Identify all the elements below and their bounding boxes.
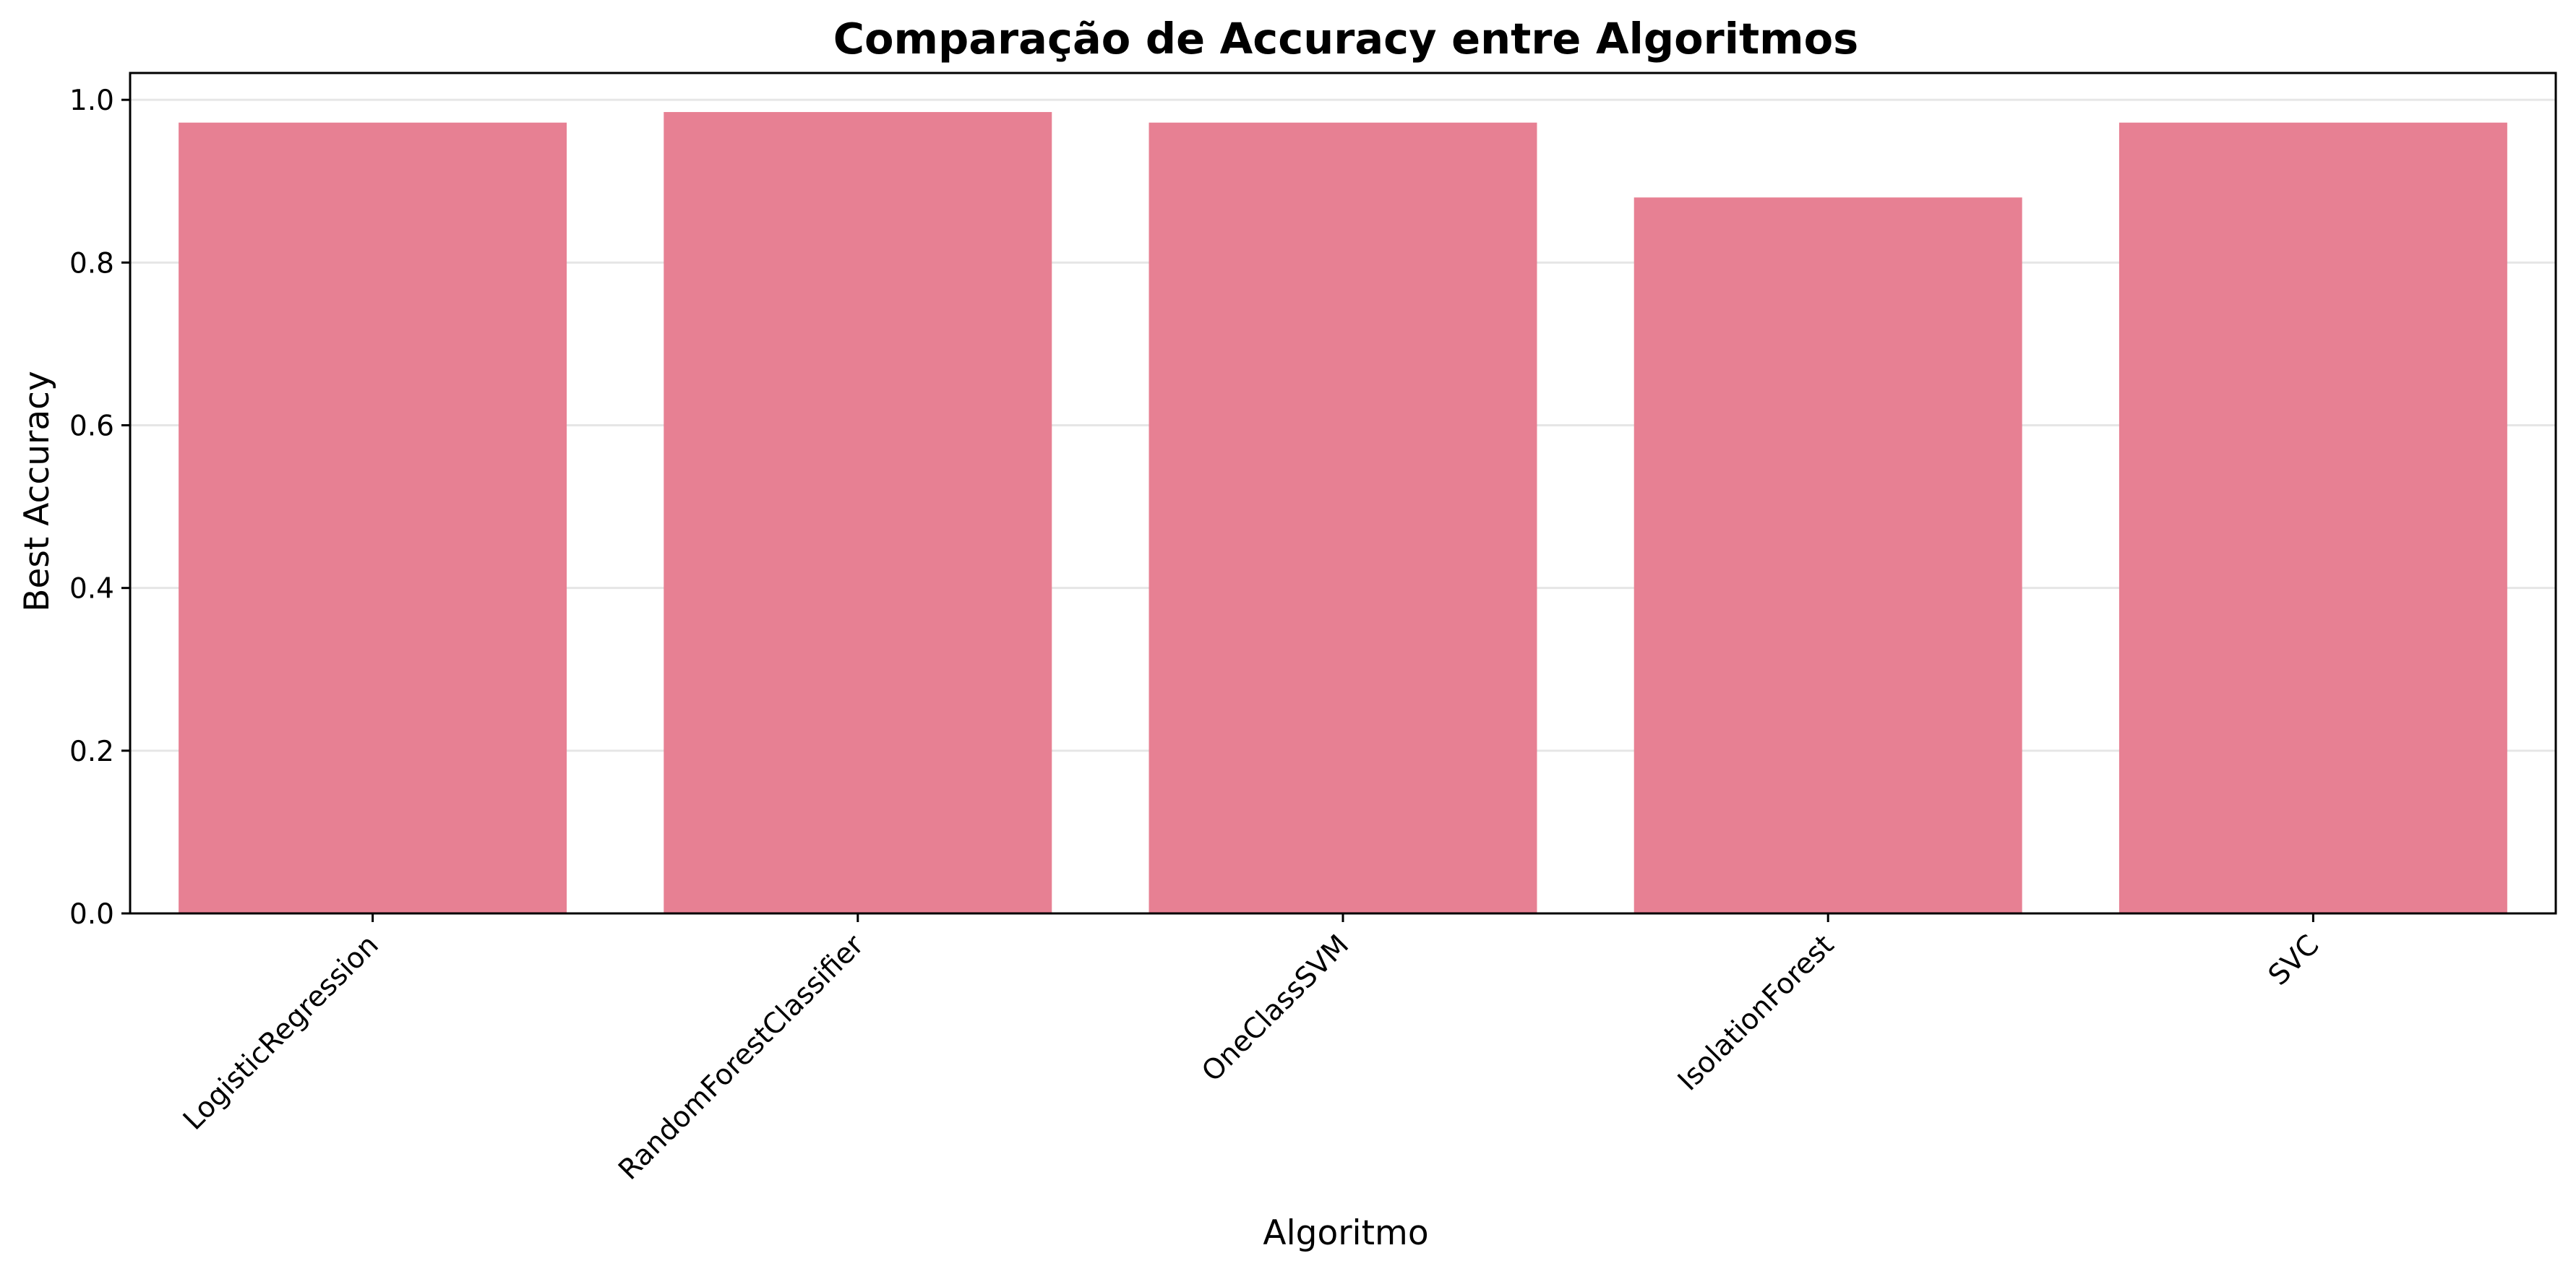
bar [2119, 123, 2507, 913]
y-tick-label: 1.0 [69, 85, 114, 117]
y-tick-label: 0.6 [69, 410, 114, 442]
y-tick-label: 0.4 [69, 573, 114, 606]
bars [179, 112, 2507, 913]
y-tick-label: 0.0 [69, 898, 114, 931]
bar [1149, 123, 1537, 913]
bar [1634, 197, 2022, 913]
y-axis-label: Best Accuracy [17, 371, 57, 612]
y-tick-label: 0.8 [69, 247, 114, 280]
y-tick-label: 0.2 [69, 736, 114, 768]
bar [179, 123, 567, 913]
x-axis-label: Algoritmo [1263, 1213, 1428, 1253]
chart-title: Comparação de Accuracy entre Algoritmos [833, 14, 1859, 64]
bar [664, 112, 1052, 913]
